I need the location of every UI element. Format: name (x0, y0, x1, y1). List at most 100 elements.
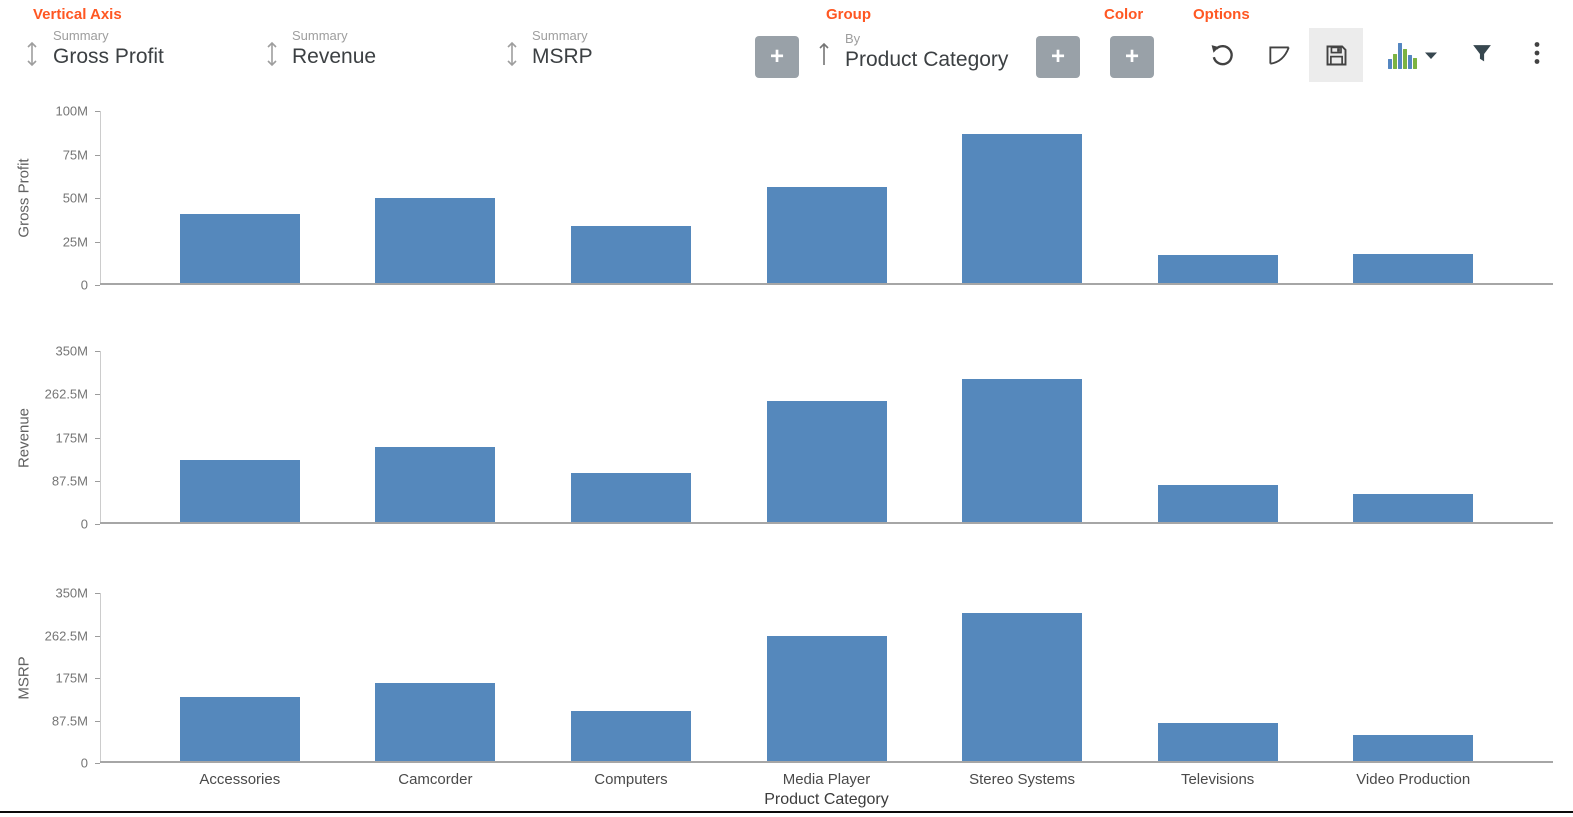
color-section-label: Color (1104, 6, 1144, 23)
undo-icon (1211, 44, 1233, 65)
y-tick-label: 175M (55, 670, 88, 686)
vertical-axis-section-label: Vertical Axis (33, 6, 122, 23)
bar-media-player[interactable] (766, 401, 887, 523)
bar-video-production[interactable] (1353, 734, 1474, 762)
sort-vertical-icon[interactable] (24, 40, 40, 68)
y-tick-label: 262.5M (44, 386, 88, 402)
add-group-button[interactable]: + (1036, 36, 1080, 78)
summary-field-revenue[interactable]: Summary Revenue (292, 28, 376, 70)
y-tick-label: 350M (55, 585, 88, 601)
summary-value[interactable]: Revenue (292, 45, 377, 68)
x-category-label: Video Production (1356, 771, 1471, 788)
add-vertical-axis-button[interactable]: + (755, 36, 799, 78)
summary-field-gross-profit[interactable]: Summary Gross Profit (53, 28, 164, 70)
panel-bottom-border (0, 811, 1573, 813)
y-tick-label: 0 (80, 516, 88, 532)
bar-stereo-systems[interactable] (962, 378, 1083, 523)
summary-value[interactable]: Gross Profit (53, 45, 164, 68)
bar-computers[interactable] (570, 710, 691, 762)
bar-accessories[interactable] (179, 460, 300, 523)
trend-button[interactable] (1257, 33, 1301, 77)
summary-value[interactable]: MSRP (532, 45, 593, 68)
bar-video-production[interactable] (1353, 253, 1474, 284)
y-tick-label: 87.5M (51, 473, 88, 489)
group-section-label: Group (826, 6, 871, 23)
y-axis: 0 25M 50M 75M 100M (0, 104, 100, 293)
y-axis: 0 87.5M 175M 262.5M 350M (0, 344, 100, 532)
x-category-label: Accessories (199, 771, 281, 788)
bar-computers[interactable] (570, 225, 691, 284)
y-tick-mark (95, 678, 100, 679)
bar-camcorder[interactable] (375, 446, 496, 523)
bar-accessories[interactable] (179, 696, 300, 762)
chart-type-icon (1388, 41, 1417, 69)
bar-televisions[interactable] (1157, 255, 1278, 284)
y-tick-mark (95, 154, 100, 156)
y-axis-line (100, 351, 101, 524)
bar-televisions[interactable] (1157, 723, 1278, 762)
bar-camcorder[interactable] (375, 683, 496, 762)
filter-icon (1472, 44, 1491, 61)
bar-camcorder[interactable] (375, 197, 496, 284)
bar-stereo-systems[interactable] (962, 134, 1083, 284)
y-tick-mark (95, 351, 100, 352)
y-tick-mark (95, 198, 100, 199)
bar-video-production[interactable] (1353, 494, 1474, 523)
x-axis-line (100, 522, 1553, 524)
y-tick-label: 0 (80, 277, 88, 293)
y-tick-label: 25M (62, 234, 88, 249)
y-tick-label: 75M (62, 147, 88, 162)
x-category-label: Computers (594, 771, 668, 788)
add-color-button[interactable]: + (1110, 36, 1154, 78)
plot-area: Product Category Accessories Camcorder Com… (100, 593, 1553, 808)
y-tick-mark (95, 635, 100, 637)
y-tick-mark (95, 480, 100, 482)
summary-caption: Summary (532, 28, 588, 43)
x-category-label: Televisions (1180, 771, 1255, 788)
x-category-label: Camcorder (398, 771, 473, 788)
bar-televisions[interactable] (1157, 484, 1278, 523)
more-options-button[interactable] (1515, 31, 1559, 75)
y-tick-label: 175M (55, 430, 88, 445)
group-by-field[interactable]: By Product Category (845, 31, 1008, 73)
chart-revenue: Revenue 0 87.5M 175M 262.5M 350M (0, 344, 1573, 532)
y-tick-label: 350M (55, 343, 88, 359)
summary-caption: Summary (292, 28, 348, 43)
y-tick-label: 50M (62, 190, 88, 206)
bar-accessories[interactable] (179, 214, 300, 284)
x-axis-line (100, 283, 1553, 285)
group-by-value[interactable]: Product Category (845, 48, 1009, 71)
y-tick-label: 87.5M (51, 713, 88, 728)
chart-type-dropdown[interactable] (1380, 33, 1446, 77)
summary-field-msrp[interactable]: Summary MSRP (532, 28, 593, 70)
y-axis: 0 87.5M 175M 262.5M 350M (0, 586, 100, 771)
options-section-label: Options (1193, 6, 1250, 23)
undo-button[interactable] (1199, 33, 1243, 77)
x-category-label: Media Player (782, 771, 871, 788)
filter-button[interactable] (1459, 31, 1503, 75)
sort-vertical-icon[interactable] (264, 40, 280, 68)
y-tick-mark (95, 285, 100, 286)
bar-media-player[interactable] (766, 187, 887, 284)
y-tick-label: 100M (55, 103, 88, 119)
y-axis-line (100, 593, 101, 763)
y-tick-mark (95, 111, 100, 112)
group-by-caption: By (845, 31, 861, 46)
y-tick-mark (95, 720, 100, 722)
plot-area (100, 111, 1553, 285)
y-tick-mark (95, 241, 100, 243)
bar-stereo-systems[interactable] (962, 613, 1083, 762)
bar-media-player[interactable] (766, 636, 887, 762)
sort-vertical-icon[interactable] (504, 40, 520, 68)
save-icon (1326, 45, 1346, 65)
y-tick-label: 0 (80, 755, 88, 771)
y-tick-mark (95, 524, 100, 525)
arrow-up-icon[interactable] (816, 40, 832, 68)
bar-computers[interactable] (570, 472, 691, 523)
caret-down-icon (1425, 52, 1437, 59)
plot-area (100, 351, 1553, 524)
save-button[interactable] (1309, 28, 1363, 82)
x-category-label: Stereo Systems (969, 771, 1075, 788)
y-tick-mark (95, 763, 100, 764)
y-tick-mark (95, 437, 100, 439)
